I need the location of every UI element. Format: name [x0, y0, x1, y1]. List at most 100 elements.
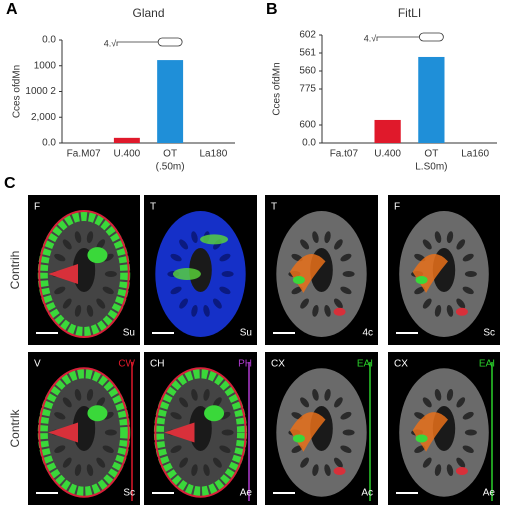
overlay [333, 307, 346, 316]
sulcus [462, 445, 474, 453]
sulcus [62, 397, 72, 408]
sulcus [456, 457, 466, 468]
x-tick-label: OT [163, 149, 177, 160]
bar [374, 119, 401, 143]
sulcus [191, 464, 198, 476]
x-tick-label: OT [424, 149, 438, 160]
y-tick-label: 0.0 [42, 138, 56, 149]
sulcus [191, 304, 198, 317]
image-label: Sc [123, 488, 135, 499]
y-tick-label: 600 [299, 120, 316, 131]
sulcus [446, 388, 454, 401]
sulcus [462, 411, 474, 420]
row-label: Contrih [8, 251, 22, 290]
sulcus [324, 231, 331, 244]
image-label: Ae [240, 488, 253, 499]
sulcus [219, 286, 231, 295]
sulcus [422, 457, 432, 468]
sulcus [342, 271, 355, 277]
overlay [172, 268, 201, 280]
y-tick-label: 560 [299, 66, 316, 77]
sulcus [456, 298, 466, 309]
sulcus [333, 298, 343, 309]
x-axis-label: (.50m) [156, 162, 185, 173]
sulcus [422, 397, 432, 408]
sulcus [102, 445, 114, 453]
sulcus [300, 239, 310, 250]
sulcus [221, 429, 234, 436]
overlay [154, 367, 247, 498]
panel-label: C [4, 175, 16, 192]
sulcus [434, 389, 442, 401]
y-tick-label: 2,000 [31, 112, 56, 123]
overlay [87, 405, 108, 422]
sulcus [191, 389, 198, 401]
sulcus [96, 298, 106, 309]
significance-box [157, 37, 183, 47]
image-label: T [271, 202, 277, 213]
x-tick-label: U.400 [374, 149, 401, 160]
sulcus [203, 304, 210, 317]
sulcus [414, 286, 426, 295]
image-panel: F Su [28, 195, 140, 345]
sulcus [86, 304, 94, 317]
sulcus [291, 445, 303, 454]
chart-title: Gland [132, 6, 164, 20]
overlay [38, 210, 130, 338]
sulcus [340, 286, 352, 295]
sulcus [462, 253, 474, 262]
overlay [455, 307, 468, 316]
image-panel: T Su [144, 195, 257, 345]
sulcus [300, 298, 309, 309]
overlay [333, 467, 346, 476]
sulcus [102, 286, 114, 295]
y-tick-label: 1000 2 [25, 86, 56, 97]
overlay [38, 367, 130, 498]
sulcus [54, 412, 66, 420]
overlay [455, 467, 468, 476]
sulcus [312, 304, 319, 317]
x-tick-label: Fa.t07 [330, 149, 359, 160]
image-label: CX [394, 359, 408, 370]
sulcus [212, 457, 222, 468]
sulcus [300, 397, 310, 408]
sulcus [422, 239, 432, 250]
y-tick-label: 602 [299, 30, 316, 41]
image-panel: T 4c [265, 195, 378, 345]
sulcus [96, 457, 106, 468]
sulcus [456, 239, 466, 250]
bar [113, 137, 140, 143]
sulcus [456, 397, 466, 408]
image-panel: V Sc CW [28, 352, 140, 505]
sulcus [324, 464, 331, 476]
sulcus [74, 389, 82, 401]
sulcus [96, 239, 106, 250]
overlay [200, 234, 229, 245]
overlay [415, 276, 428, 284]
y-axis-label: Cces ofdMn [272, 62, 283, 115]
overlay [292, 276, 305, 284]
sulcus [213, 397, 222, 408]
sulcus [104, 271, 117, 277]
sulcus [340, 253, 352, 262]
sulcus [170, 286, 182, 295]
sulcus [219, 445, 231, 453]
sulcus [446, 464, 454, 476]
significance-box [418, 32, 444, 42]
sulcus [434, 464, 442, 476]
sulcus [340, 445, 352, 453]
sulcus [179, 397, 189, 408]
sulcus [203, 464, 210, 476]
sulcus [464, 271, 477, 277]
sulcus [86, 388, 94, 401]
sulcus [62, 457, 72, 468]
sulcus [462, 286, 474, 295]
overlay [37, 211, 131, 337]
sulcus [86, 464, 94, 476]
x-tick-label: La160 [461, 149, 489, 160]
image-label: EAI [479, 359, 495, 370]
x-tick-label: U.400 [114, 149, 141, 160]
overlay [153, 368, 248, 497]
y-tick-label: 775 [299, 84, 316, 95]
